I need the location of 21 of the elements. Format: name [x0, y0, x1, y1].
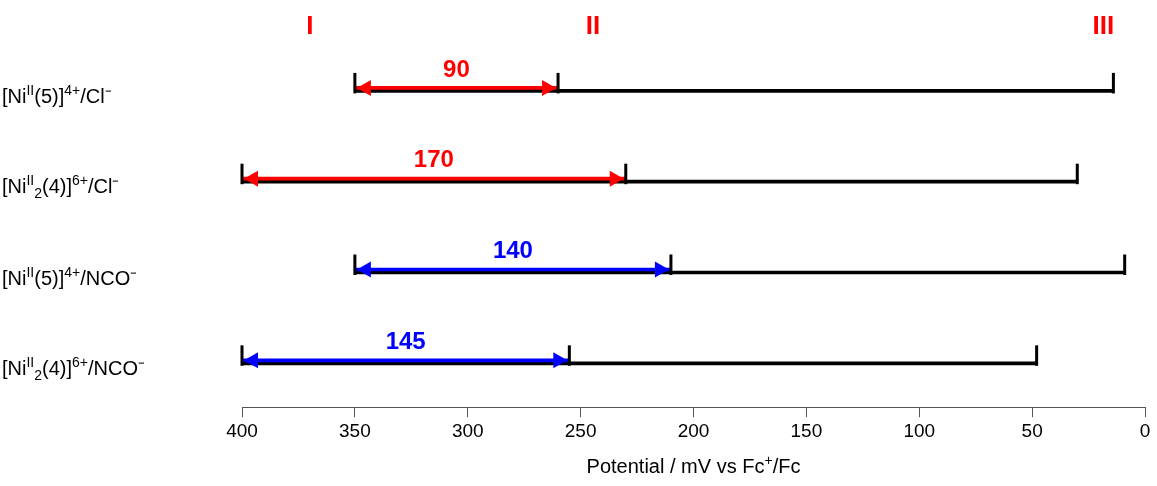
- x-tick-label: 400: [226, 419, 258, 441]
- data-label: 90: [443, 54, 470, 82]
- x-tick-label: 100: [903, 419, 936, 441]
- data-label: 170: [413, 145, 454, 173]
- y-tick-label: [Ni$^{II}$$_{2}$(4)]$^{6+}$/Cl⁻: [2, 171, 120, 201]
- data-label: 145: [385, 326, 426, 354]
- y-tick-label: [Ni$^{II}$(5)]$^{4+}$/Cl⁻: [2, 81, 112, 109]
- x-tick-label: 0: [1139, 419, 1151, 441]
- x-tick-label: 150: [790, 419, 823, 441]
- x-tick-label: 200: [677, 419, 710, 441]
- text: II: [585, 10, 601, 41]
- x-tick-label: 350: [339, 419, 371, 441]
- x-tick-label: 250: [564, 419, 597, 441]
- text: I: [306, 10, 314, 41]
- data-label: 140: [492, 236, 533, 264]
- text: III: [1092, 10, 1115, 41]
- y-tick-label: [Ni$^{II}$$_{2}$(4)]$^{6+}$/NCO⁻: [2, 353, 145, 383]
- x-axis-title: Potential / mV vs Fc$^{+}$/Fc: [586, 452, 801, 478]
- y-tick-label: [Ni$^{II}$(5)]$^{4+}$/NCO⁻: [2, 263, 138, 291]
- x-tick-label: 300: [451, 419, 484, 441]
- x-tick-label: 50: [1021, 419, 1043, 441]
